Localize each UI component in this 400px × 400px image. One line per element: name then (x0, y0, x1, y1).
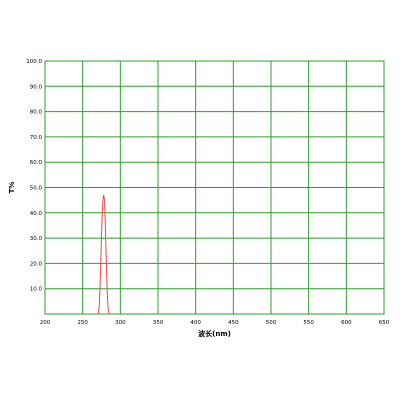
x-axis-label: 波长(nm) (198, 329, 231, 338)
grid-lines (45, 61, 384, 314)
y-tick-labels: 10.0 20.0 30.0 40.0 50.0 60.0 70.0 80.0 90.0 100.… (26, 59, 42, 293)
x-tick-label: 300 (115, 320, 126, 326)
y-tick-label: 60.0 (30, 160, 43, 166)
x-tick-label: 400 (190, 320, 201, 326)
series-group (97, 194, 110, 315)
x-tick-label: 450 (228, 320, 239, 326)
y-tick-label: 80.0 (30, 110, 43, 116)
plot-frame (44, 60, 385, 315)
x-tick-label: 350 (153, 320, 164, 326)
y-tick-label: 30.0 (30, 236, 43, 242)
y-axis-label: T% (8, 182, 16, 194)
y-tick-label: 90.0 (30, 84, 43, 90)
y-tick-label: 20.0 (30, 261, 43, 267)
y-tick-label: 50.0 (30, 186, 43, 192)
x-tick-label: 650 (379, 320, 390, 326)
x-tick-label: 600 (341, 320, 352, 326)
x-tick-label: 550 (303, 320, 314, 326)
x-tick-label: 250 (77, 320, 88, 326)
y-tick-label: 70.0 (30, 135, 43, 141)
series-line (97, 194, 110, 315)
y-tick-label: 40.0 (30, 211, 43, 217)
x-tick-label: 200 (40, 320, 51, 326)
x-tick-labels: 200 250 300 350 400 450 500 550 600 650 (40, 320, 390, 326)
y-tick-label: 100.0 (26, 59, 42, 65)
x-tick-label: 500 (266, 320, 277, 326)
y-tick-label: 10.0 (30, 287, 43, 293)
